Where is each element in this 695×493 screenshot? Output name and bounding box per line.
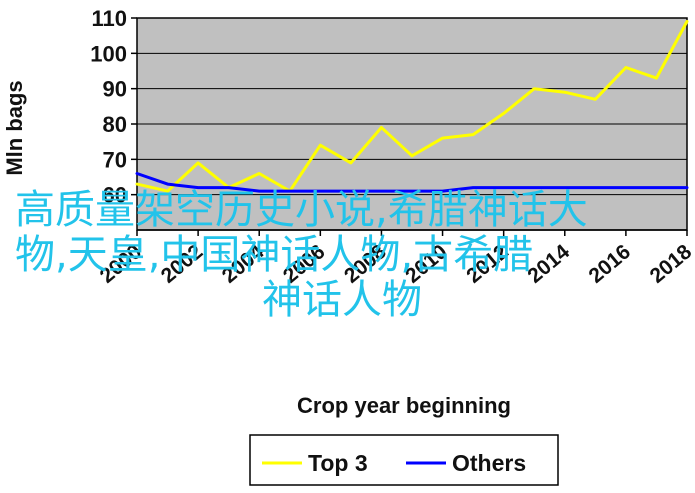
y-tick-label-90: 90 — [103, 77, 127, 102]
y-tick-label-110: 110 — [92, 6, 128, 31]
x-tick-label-2016: 2016 — [585, 240, 636, 288]
y-tick-label-60: 60 — [103, 183, 127, 208]
x-tick-label-2018: 2018 — [646, 240, 695, 288]
legend-label-others: Others — [452, 450, 526, 476]
x-axis-label: Crop year beginning — [297, 393, 511, 418]
y-tick-label-70: 70 — [103, 147, 127, 172]
y-tick-label-80: 80 — [103, 112, 127, 137]
y-axis-label: Mln bags — [2, 80, 27, 175]
legend-label-top3: Top 3 — [308, 450, 368, 476]
series-lines — [135, 20, 689, 193]
series-line-others — [135, 172, 689, 193]
overlay-caption-line-3: 神话人物 — [262, 277, 422, 323]
y-tick-label-100: 100 — [90, 41, 127, 66]
overlay-caption-line-1: 高质量架空历史小说,希腊神话大 — [15, 187, 588, 233]
legend-box — [249, 434, 559, 486]
y-axis-ticks: 60 70 80 90 100 110 — [90, 6, 137, 208]
overlay-caption-line-2: 物,天皇,中国神话人物,古希腊 — [15, 232, 534, 278]
gridlines — [137, 17, 687, 196]
legend: Top 3 Others — [249, 434, 559, 486]
